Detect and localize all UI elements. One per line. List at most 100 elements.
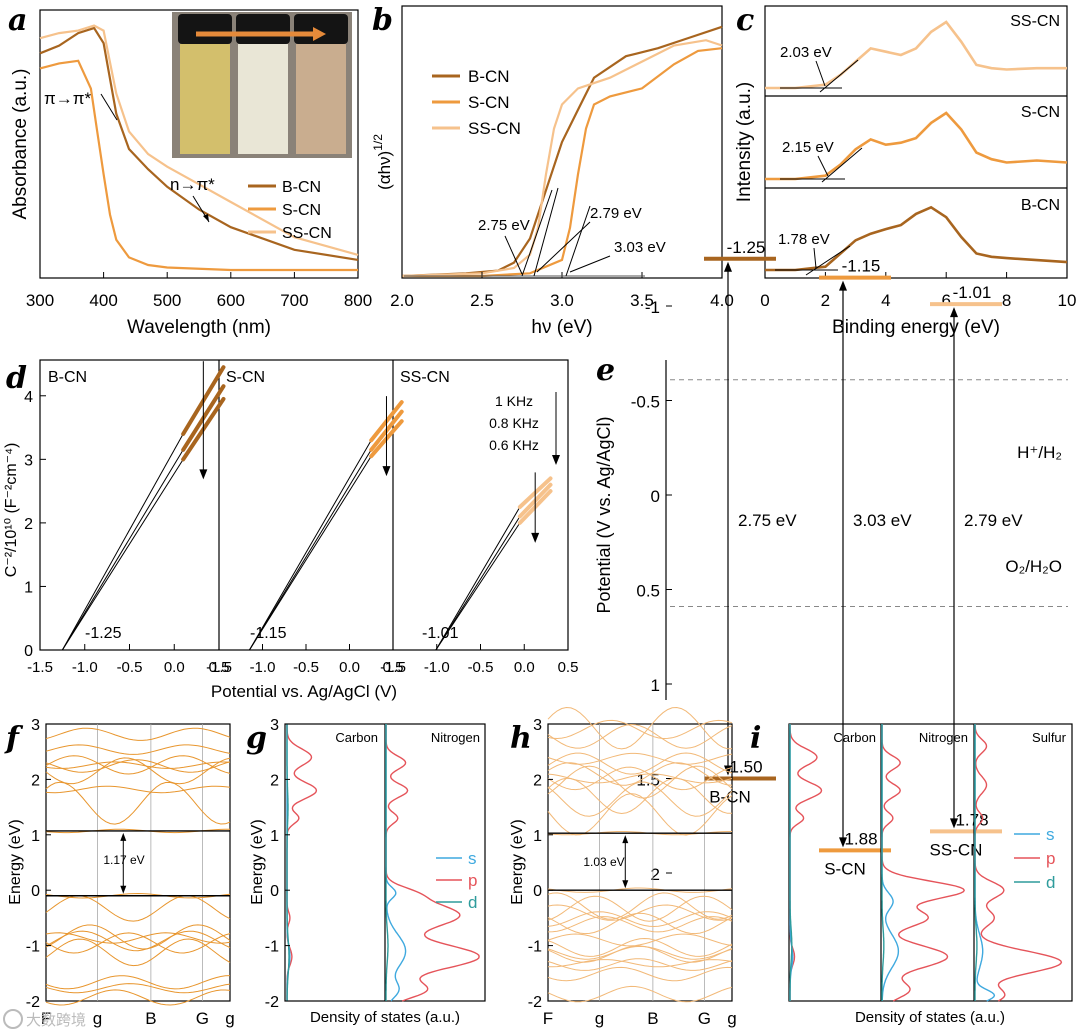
- panel-a-line-B-CN: [39, 26, 359, 261]
- panel-d-name-b: B-CN: [48, 369, 87, 386]
- panel-a-ylabel: Absorbance (a.u.): [10, 68, 31, 219]
- panel-d-fit-line: [435, 506, 521, 651]
- band-line: [547, 752, 733, 775]
- kpoint-label: G: [698, 1009, 711, 1028]
- vial-b-cn: [180, 44, 230, 154]
- kpoint-label: F: [41, 1009, 51, 1028]
- panel-d-xtick-label: -1.0: [424, 659, 450, 676]
- panel-e-vb-label: 1.88: [844, 829, 877, 848]
- panel-a: a 300 400 500 600 700 800 Wavelength (nm) Abs…: [8, 3, 372, 338]
- panel-c-ylabel: Intensity (a.u.): [734, 82, 755, 202]
- dos-carbon-p: [286, 724, 318, 1001]
- vial-cap-1: [178, 14, 232, 44]
- panel-a-frame: [39, 9, 359, 279]
- panel-d-xtick-label: -1.0: [250, 659, 276, 676]
- band-line: [547, 911, 733, 928]
- panel-e-gap-arrowhead: [950, 307, 958, 318]
- panel-e-gap-label: 2.79 eV: [964, 511, 1023, 530]
- kpoint-label: g: [595, 1009, 604, 1028]
- panel-e-ytick-label: 0.5: [636, 582, 660, 601]
- panel-d-ytick-label: 3: [24, 452, 33, 469]
- panel-e-gap-label: 2.75 eV: [738, 511, 797, 530]
- panel-e-ytick-label: 2: [651, 865, 660, 884]
- panel-d-intercept-b: -1.25: [85, 625, 122, 642]
- panel-a-pipi-arrow: [100, 93, 118, 121]
- band-gap-arrowhead: [622, 880, 629, 889]
- panel-i-dos: [789, 723, 1063, 1002]
- panel-e-name-label: SS-CN: [930, 840, 983, 859]
- photo-arrowhead: [313, 27, 326, 41]
- band-line: [547, 916, 733, 933]
- panel-i-frame: [788, 723, 1073, 1002]
- panel-a-legend-label: B-CN: [282, 179, 321, 196]
- vial-s-cn: [238, 44, 288, 154]
- dos-legend-label: d: [468, 893, 477, 912]
- panel-e-cb-label: -1.25: [727, 238, 766, 257]
- panel-b-ann-3.03: 3.03 eV: [614, 239, 666, 256]
- panel-d-xtick-label: 0.5: [209, 659, 230, 676]
- vial-cap-3: [294, 14, 348, 44]
- panel-a-legend: B-CN S-CN SS-CN: [248, 179, 332, 242]
- panel-e: e -1 -0.5 0 0.5 1 1.5 2 Potential (V vs. Ag/Ag…: [594, 238, 1068, 884]
- panel-d-fit-line: [249, 449, 372, 651]
- watermark-text: 大数跨境: [26, 1011, 86, 1029]
- band-line: [45, 930, 231, 952]
- panel-b-legend-label: S-CN: [468, 93, 510, 112]
- panel-i-legend: spd: [1014, 825, 1055, 892]
- panel-d-trend-arrowhead: [199, 469, 208, 480]
- panel-a-pipi-label: π→π*: [44, 89, 91, 108]
- panel-c-gap-ss-arrow: [815, 60, 826, 87]
- panel-d-ytick-label: 2: [24, 516, 33, 533]
- panel-e-name-label: S-CN: [824, 859, 866, 878]
- panel-h-letter: h: [510, 721, 532, 756]
- panel-c-xlabel: Binding energy (eV): [832, 317, 1000, 338]
- panel-i-xlabel: Density of states (a.u.): [855, 1009, 1005, 1026]
- panel-b-tangent-s: [565, 205, 591, 277]
- ytick-label: -2: [528, 994, 542, 1011]
- panel-d-xtick-label: -0.5: [468, 659, 494, 676]
- panel-h-gap-label: 1.03 eV: [583, 855, 624, 869]
- panel-d-xtick-label: -1.5: [206, 659, 232, 676]
- band-line: [547, 773, 733, 784]
- band-line: [45, 744, 231, 755]
- dos-nitrogen-p: [385, 724, 480, 1002]
- panel-b-ylabel-sup: 1/2: [371, 134, 385, 151]
- panel-e-cb-label: -1.15: [842, 257, 881, 276]
- panel-e-cb-label: -1.01: [953, 283, 992, 302]
- kpoint-label: g: [93, 1009, 102, 1028]
- band-line: [547, 904, 733, 921]
- panel-f-letter: f: [4, 721, 24, 756]
- panel-c-gap-ss: 2.03 eV: [780, 44, 832, 61]
- kpoint-label: B: [647, 1009, 658, 1028]
- panel-c-line-SS-CN: [765, 20, 1067, 90]
- panel-d-freq-arrowhead: [552, 455, 560, 465]
- panel-c-tangent-s: [821, 147, 863, 183]
- band-line: [45, 759, 231, 773]
- panel-b-ylabel: (αhν): [375, 151, 394, 190]
- panel-d-freq-1: 1 KHz: [495, 393, 533, 409]
- panel-g-ticks: -2 -1 0 1 2 3: [265, 717, 290, 1011]
- ytick-label: 3: [533, 717, 542, 734]
- panel-b-ann-3.03-arrow: [569, 255, 611, 273]
- kpoint-label: F: [543, 1009, 553, 1028]
- panel-d-freq-2: 0.8 KHz: [489, 415, 539, 431]
- panel-d-xtick-label: 0.5: [383, 659, 404, 676]
- panel-c-gap-b-arrow: [813, 247, 817, 269]
- panel-e-h2-label: H⁺/H₂: [1017, 443, 1062, 462]
- panel-d-letter: d: [6, 361, 27, 396]
- panel-b-ann-2.79-arrow: [536, 221, 591, 273]
- band-gap-arrowhead: [120, 885, 127, 894]
- panel-a-npi-label: n→π*: [170, 175, 215, 194]
- panel-c-xticks: 0 2 4 6 8 10: [760, 272, 1076, 310]
- band-line: [45, 785, 231, 794]
- panel-g-dos: [286, 724, 480, 1002]
- panel-d-ylabel: C⁻²/10¹⁰ (F⁻²cm⁻⁴): [3, 443, 20, 578]
- band-line: [547, 706, 732, 750]
- band-line: [547, 723, 733, 749]
- panel-i-col-nitrogen: Nitrogen: [919, 730, 968, 745]
- panel-d-xtick-label: -1.5: [380, 659, 406, 676]
